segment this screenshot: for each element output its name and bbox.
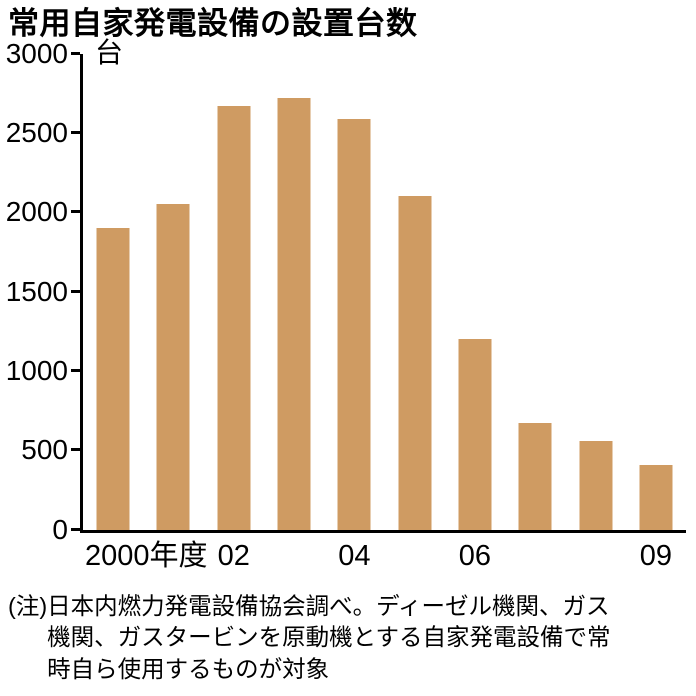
x-tick-label: 2000年度: [85, 539, 208, 572]
bar-chart: 0 500 1000 1500 2000 2500 3000 台 2000年度 02 04 06 0…: [5, 38, 686, 570]
bar-2008: [579, 440, 613, 530]
plot-area: 台 2000年度 02 04 06 09: [80, 38, 686, 570]
x-tick-label: 06: [458, 539, 492, 572]
y-tick-mark: [71, 368, 80, 372]
bar-2006: [458, 339, 492, 530]
y-tick-label: 1000: [5, 354, 68, 386]
bar-2003: [277, 98, 311, 530]
bar-2002: [217, 106, 251, 530]
y-tick-label: 1500: [5, 275, 68, 307]
bar-2007: [518, 423, 552, 530]
x-tick-label: 09: [639, 539, 672, 572]
source-note: (注) 日本内燃力発電設備協会調べ。ディーゼル機関、ガス機関、ガスタービンを原動…: [8, 591, 686, 685]
y-tick-mark: [71, 448, 80, 452]
note-prefix: (注): [8, 592, 48, 619]
y-tick-label: 0: [52, 513, 68, 545]
y-tick-label: 2500: [5, 116, 68, 148]
y-tick-mark: [71, 51, 80, 55]
y-tick-mark: [71, 210, 80, 214]
y-tick-label: 500: [21, 434, 68, 466]
chart-title: 常用自家発電設備の設置台数: [8, 6, 418, 41]
y-tick-mark: [71, 289, 80, 293]
note-text: 日本内燃力発電設備協会調べ。ディーゼル機関、ガス機関、ガスタービンを原動機とする…: [47, 592, 611, 682]
bar-2005: [398, 196, 432, 530]
x-axis-labels: 2000年度 02 04 06 09: [83, 530, 686, 574]
y-tick-label: 2000: [5, 196, 68, 228]
x-tick-label: 02: [217, 539, 250, 572]
y-tick-mark: [71, 527, 80, 531]
y-tick-mark: [71, 130, 80, 134]
bar-2000: [96, 228, 130, 530]
bar-2004: [337, 118, 371, 530]
y-axis: 0 500 1000 1500 2000 2500 3000: [5, 39, 80, 543]
x-tick-label: 04: [338, 539, 371, 572]
bar-2001: [156, 204, 190, 530]
y-axis-unit-label: 台: [95, 36, 124, 68]
y-tick-label: 3000: [5, 37, 68, 69]
bar-2009: [639, 464, 673, 530]
